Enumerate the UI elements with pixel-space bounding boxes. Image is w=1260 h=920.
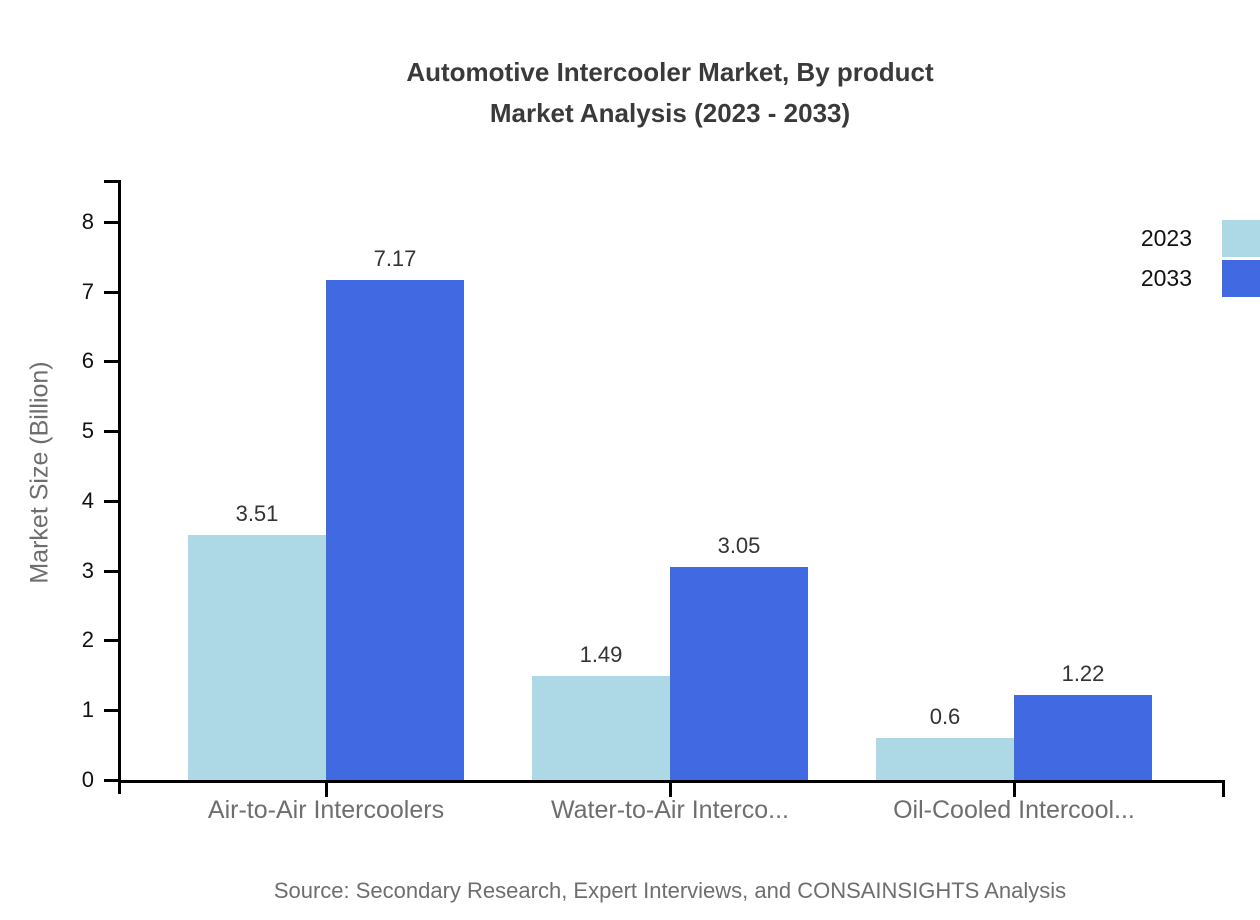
bar-value-label: 3.51 <box>235 501 279 527</box>
y-tick-mark <box>104 569 118 573</box>
bar-2033 <box>326 279 464 780</box>
y-tick-mark <box>104 360 118 364</box>
bar-2023 <box>188 535 326 780</box>
bar-value-label: 7.17 <box>373 245 417 271</box>
y-axis-line <box>118 180 121 794</box>
y-tick-mark <box>104 639 118 643</box>
bar-value-label: 1.49 <box>579 642 623 668</box>
category-tick-mark <box>669 783 672 797</box>
y-tick-label: 6 <box>81 348 94 374</box>
category-tick-mark <box>1013 783 1016 797</box>
category-label: Water-to-Air Interco... <box>550 796 789 824</box>
chart-title-line2: Market Analysis (2023 - 2033) <box>489 98 851 128</box>
bar-value-label: 3.05 <box>717 533 761 559</box>
y-tick-label: 3 <box>81 557 94 583</box>
x-axis-line <box>118 780 1225 783</box>
legend-label: 2023 <box>1140 225 1192 251</box>
y-tick-label: 7 <box>81 278 94 304</box>
plot-area: 0 1 2 3 4 5 6 7 8 Air-to-Air Intercoolers 3.51 7.17… <box>82 180 1225 824</box>
bar-2033 <box>670 567 808 780</box>
y-tick-mark <box>104 220 118 224</box>
legend: 2023 2033 <box>1141 220 1260 297</box>
bar-2033 <box>1014 694 1152 780</box>
x-axis-end-tick <box>1222 783 1225 797</box>
y-tick-mark <box>104 779 118 782</box>
legend-swatch-icon <box>1222 260 1260 297</box>
legend-label: 2033 <box>1140 265 1192 291</box>
category-label: Oil-Cooled Intercool... <box>893 796 1135 824</box>
y-tick-mark <box>104 430 118 434</box>
y-tick-label: 4 <box>81 487 94 513</box>
legend-swatch-icon <box>1222 220 1260 257</box>
y-tick-label: 8 <box>81 208 94 234</box>
y-tick-mark <box>104 709 118 713</box>
legend-item-2033: 2033 <box>1141 260 1260 297</box>
y-tick-label: 5 <box>81 418 94 444</box>
bar-value-label: 0.6 <box>929 704 961 730</box>
category-tick-mark <box>325 783 328 797</box>
y-axis-end-tick <box>104 180 118 183</box>
chart-title: Automotive Intercooler Market, By produc… <box>80 52 1260 134</box>
source-note: Source: Secondary Research, Expert Inter… <box>273 878 1067 903</box>
bar-2023 <box>532 676 670 780</box>
chart-title-line1: Automotive Intercooler Market, By produc… <box>406 57 934 87</box>
y-tick-label: 0 <box>81 767 94 792</box>
y-tick-mark <box>104 499 118 503</box>
bar-value-label: 1.22 <box>1061 660 1105 686</box>
y-tick-label: 1 <box>81 697 94 723</box>
y-tick-label: 2 <box>81 627 94 653</box>
category-label: Air-to-Air Intercoolers <box>207 796 445 824</box>
legend-item-2023: 2023 <box>1141 220 1260 257</box>
bar-2023 <box>876 738 1014 780</box>
y-tick-mark <box>104 290 118 294</box>
